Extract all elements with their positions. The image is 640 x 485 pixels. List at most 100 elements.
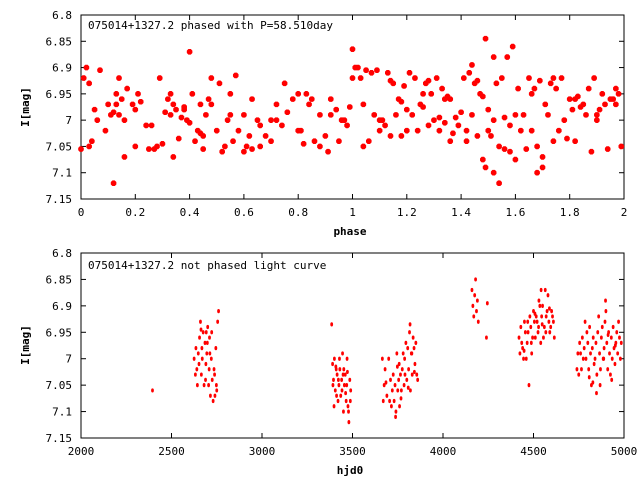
data-point <box>295 127 301 134</box>
data-point <box>110 109 117 116</box>
y-tick-label: 6.9 <box>52 300 72 313</box>
y-axis-label: I[mag] <box>19 325 32 365</box>
data-point <box>393 383 397 388</box>
data-point <box>444 93 451 100</box>
data-point <box>249 96 255 102</box>
data-point <box>585 330 589 335</box>
data-point <box>159 141 166 147</box>
data-point <box>582 346 586 351</box>
data-point <box>591 75 597 81</box>
data-point <box>208 335 211 340</box>
data-point <box>580 367 583 372</box>
data-point <box>452 114 459 121</box>
data-point <box>341 117 348 123</box>
data-point <box>347 420 351 425</box>
data-point <box>579 351 582 356</box>
data-point <box>580 335 584 340</box>
data-point <box>408 330 411 335</box>
data-point <box>257 143 263 150</box>
data-point <box>526 330 530 335</box>
data-point <box>146 146 152 152</box>
data-point <box>317 112 323 118</box>
data-point <box>406 70 413 76</box>
data-point <box>284 109 291 116</box>
data-point <box>490 117 497 123</box>
x-tick-label: 0.2 <box>125 206 145 219</box>
data-point <box>566 96 573 102</box>
data-point <box>436 114 443 121</box>
data-point <box>517 335 521 340</box>
data-point <box>526 75 532 81</box>
y-tick-label: 7.15 <box>46 432 73 445</box>
data-point <box>349 75 356 81</box>
data-point <box>501 114 508 121</box>
data-point <box>167 112 174 118</box>
data-point <box>539 164 546 171</box>
data-point <box>213 372 216 377</box>
data-point <box>393 112 399 118</box>
x-tick-label: 1.2 <box>397 206 417 219</box>
data-point <box>360 143 367 150</box>
data-point <box>390 388 394 393</box>
data-point <box>215 388 219 393</box>
x-tick-label: 4500 <box>520 445 547 458</box>
data-point <box>551 314 554 319</box>
data-point <box>384 380 388 385</box>
data-point <box>342 367 346 372</box>
data-point <box>524 356 528 361</box>
data-point <box>613 361 617 367</box>
data-point <box>338 367 342 372</box>
data-point <box>474 133 481 139</box>
data-point <box>346 104 353 110</box>
data-point <box>425 77 432 84</box>
data-point <box>348 398 352 404</box>
data-point <box>383 367 387 372</box>
data-point <box>584 356 588 361</box>
data-point <box>558 75 565 81</box>
data-point <box>613 343 617 348</box>
data-point <box>273 117 280 123</box>
data-point <box>602 101 608 108</box>
data-point <box>544 314 548 319</box>
data-point <box>528 127 535 134</box>
data-point <box>564 135 570 142</box>
data-point <box>385 393 389 398</box>
data-point <box>604 309 608 314</box>
data-point <box>368 70 375 76</box>
data-point <box>342 383 346 388</box>
data-point <box>499 75 505 81</box>
data-point <box>496 180 502 187</box>
data-point <box>121 117 128 123</box>
data-point <box>232 72 239 79</box>
data-point <box>167 91 174 97</box>
data-point <box>588 148 595 155</box>
data-point <box>409 112 416 118</box>
data-point <box>469 62 475 68</box>
data-point <box>525 340 529 345</box>
data-point <box>586 340 590 345</box>
data-point <box>575 367 579 372</box>
data-point <box>542 324 546 330</box>
data-point <box>209 356 213 361</box>
data-point <box>447 138 454 144</box>
data-point <box>397 361 401 367</box>
data-point <box>423 80 429 87</box>
data-point <box>121 154 128 160</box>
data-point <box>485 106 492 113</box>
data-point <box>547 319 551 324</box>
y-tick-label: 7 <box>65 353 72 366</box>
data-point <box>474 277 477 282</box>
data-point <box>197 101 204 108</box>
axis-ticks: 2000 2500 3000 3500 4000 4500 5000 6.8 6.85 6.9 6.… <box>46 247 638 458</box>
data-point <box>480 93 486 100</box>
data-point <box>203 340 207 345</box>
data-point <box>490 169 497 176</box>
data-point <box>410 372 414 377</box>
data-point <box>471 303 475 308</box>
x-tick-label: 1.8 <box>560 206 580 219</box>
data-point <box>135 91 141 97</box>
data-point <box>587 367 591 372</box>
data-point <box>118 96 125 102</box>
data-point <box>336 138 342 144</box>
